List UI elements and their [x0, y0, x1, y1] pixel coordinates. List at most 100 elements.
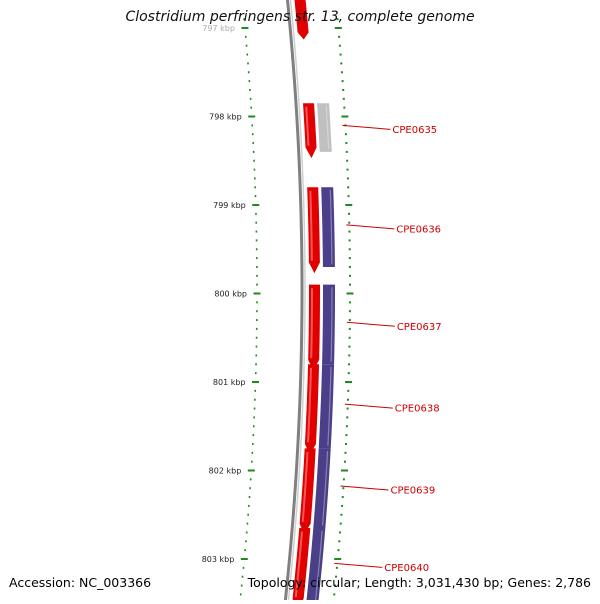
minor-tick: [246, 522, 249, 525]
minor-tick: [244, 549, 246, 552]
gene-feature[interactable]: [299, 448, 331, 535]
gene-label[interactable]: CPE0639: [390, 485, 435, 496]
ruler-label: 801 kbp: [213, 378, 246, 387]
complementary-strand-block[interactable]: [318, 364, 335, 449]
gene-feature[interactable]: [304, 364, 335, 455]
ruler-label: 798 kbp: [209, 113, 242, 122]
complementary-strand-block[interactable]: [321, 187, 335, 267]
minor-tick: [252, 434, 255, 437]
ruler-label: 802 kbp: [209, 467, 242, 476]
gene-feature[interactable]: [307, 187, 335, 274]
minor-tick: [247, 71, 250, 74]
complementary-strand-block[interactable]: [317, 103, 332, 152]
minor-tick: [255, 363, 257, 366]
gene-feature[interactable]: [292, 528, 326, 604]
minor-tick: [248, 504, 250, 507]
minor-tick: [251, 124, 254, 127]
arrow-highlight: [309, 190, 313, 261]
minor-tick: [252, 150, 255, 153]
genome-summary: Topology: circular; Length: 3,031,430 bp…: [247, 575, 591, 590]
minor-tick: [253, 416, 255, 419]
minor-tick: [255, 354, 258, 357]
arrow-highlight: [305, 106, 310, 146]
gene-label[interactable]: CPE0640: [384, 563, 429, 574]
complementary-strand-block[interactable]: [322, 284, 335, 365]
gene-label[interactable]: CPE0635: [392, 125, 437, 136]
gene-leader-line: [334, 562, 383, 568]
minor-tick: [254, 398, 256, 401]
backbone-highlight: [287, 0, 306, 604]
forward-strand-arrow[interactable]: [303, 103, 317, 159]
minor-tick: [255, 345, 258, 348]
minor-tick: [255, 239, 258, 242]
minor-tick: [245, 531, 248, 534]
minor-tick: [255, 230, 258, 233]
minor-tick: [254, 186, 256, 189]
gene-label[interactable]: CPE0636: [396, 224, 441, 235]
minor-tick: [255, 336, 258, 339]
minor-tick: [248, 496, 251, 499]
minor-tick: [249, 487, 251, 490]
genome-title: Clostridium perfringens str. 13, complet…: [125, 9, 475, 25]
minor-tick: [248, 80, 251, 83]
block-highlight: [325, 105, 330, 150]
gene-label[interactable]: CPE0637: [397, 322, 442, 333]
minor-tick: [253, 168, 256, 171]
minor-tick: [249, 478, 252, 481]
ruler-label: 800 kbp: [214, 290, 247, 299]
minor-tick: [249, 88, 251, 91]
arrow-highlight: [301, 451, 309, 522]
accession-label: Accession: NC_003366: [9, 575, 152, 590]
gene-leader-line: [340, 485, 389, 491]
minor-tick: [245, 44, 248, 47]
minor-tick: [256, 274, 258, 277]
gene-leader-line: [346, 321, 395, 327]
minor-tick: [239, 593, 242, 596]
minor-tick: [252, 442, 254, 445]
block-highlight: [330, 287, 333, 362]
minor-tick: [240, 584, 243, 587]
block-highlight: [321, 450, 329, 526]
gene-track[interactable]: [292, 0, 335, 604]
minor-tick: [256, 301, 258, 304]
gene-feature-partial[interactable]: [294, 0, 309, 40]
gene-labels: CPE0635 CPE0636 CPE0637 CPE0638 CPE0639 CPE06…: [334, 124, 442, 574]
minor-tick: [249, 97, 252, 100]
genome-backbone: [283, 0, 306, 604]
minor-tick: [242, 566, 245, 569]
complementary-strand-block[interactable]: [306, 528, 326, 604]
gene-leader-line: [342, 124, 391, 130]
minor-tick: [241, 575, 244, 578]
minor-tick: [250, 106, 252, 109]
block-highlight: [327, 366, 332, 446]
block-highlight: [329, 189, 333, 265]
complementary-strand-block[interactable]: [313, 448, 331, 529]
minor-tick: [251, 460, 253, 463]
minor-tick: [254, 389, 257, 392]
minor-tick: [254, 177, 256, 180]
gene-feature[interactable]: [308, 284, 335, 371]
minor-tick: [256, 283, 258, 286]
minor-tick: [256, 319, 258, 322]
ruler-label: 797 kbp: [202, 24, 235, 33]
minor-tick: [246, 53, 249, 56]
forward-strand-arrow[interactable]: [304, 364, 320, 455]
gene-leader-line: [346, 224, 395, 230]
minor-tick: [255, 212, 257, 215]
minor-tick: [245, 540, 247, 543]
minor-tick: [255, 327, 258, 330]
forward-strand-arrow[interactable]: [307, 187, 320, 274]
minor-tick: [256, 257, 258, 260]
arrow-highlight: [294, 531, 303, 598]
gene-label[interactable]: CPE0638: [395, 404, 440, 415]
gene-feature[interactable]: [303, 103, 332, 159]
minor-tick: [252, 142, 255, 145]
minor-tick: [251, 133, 254, 136]
minor-tick: [253, 159, 255, 162]
minor-tick: [244, 35, 247, 38]
forward-strand-arrow[interactable]: [308, 284, 320, 371]
ruler-label: 803 kbp: [202, 555, 235, 564]
minor-tick: [254, 372, 257, 375]
